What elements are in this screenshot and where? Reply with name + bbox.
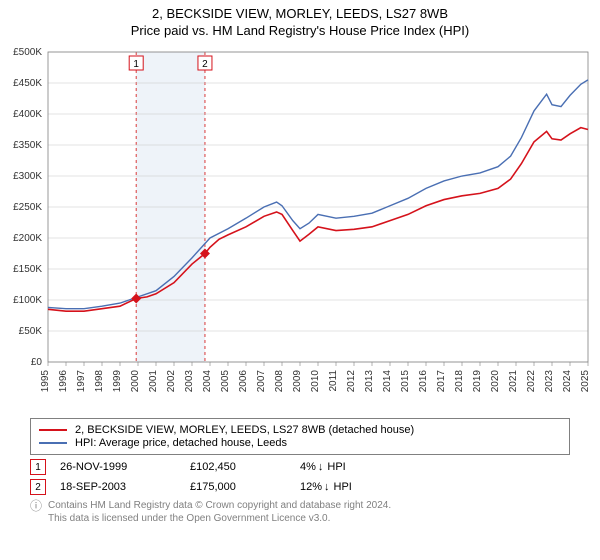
svg-text:2006: 2006 xyxy=(238,370,249,393)
sale-marker-icon: 2 xyxy=(30,479,46,495)
legend-label: HPI: Average price, detached house, Leed… xyxy=(75,437,287,449)
svg-text:2000: 2000 xyxy=(130,370,141,393)
legend-swatch xyxy=(39,442,67,444)
legend-box: 2, BECKSIDE VIEW, MORLEY, LEEDS, LS27 8W… xyxy=(30,418,570,455)
svg-text:2: 2 xyxy=(202,59,208,70)
svg-text:2011: 2011 xyxy=(328,370,339,392)
svg-text:2005: 2005 xyxy=(220,370,231,393)
svg-text:£0: £0 xyxy=(31,357,43,368)
sale-marker-icon: 1 xyxy=(30,459,46,475)
sale-diff: 12%↓HPI xyxy=(300,481,352,493)
svg-text:2001: 2001 xyxy=(148,370,159,393)
svg-text:2025: 2025 xyxy=(580,370,591,393)
svg-text:2012: 2012 xyxy=(346,370,357,393)
chart-title: 2, BECKSIDE VIEW, MORLEY, LEEDS, LS27 8W… xyxy=(0,6,600,21)
svg-text:2007: 2007 xyxy=(256,370,267,393)
svg-text:2002: 2002 xyxy=(166,370,177,393)
svg-text:1998: 1998 xyxy=(94,370,105,393)
arrow-down-icon: ↓ xyxy=(318,461,324,473)
sale-table: 1 26-NOV-1999£102,4504%↓HPI 2 18-SEP-2003£1… xyxy=(30,459,570,495)
svg-text:2015: 2015 xyxy=(400,370,411,393)
svg-text:2013: 2013 xyxy=(364,370,375,393)
legend-swatch xyxy=(39,429,67,431)
svg-text:2004: 2004 xyxy=(202,370,213,393)
svg-text:£400K: £400K xyxy=(13,109,42,120)
svg-text:2016: 2016 xyxy=(418,370,429,393)
sale-date: 26-NOV-1999 xyxy=(60,461,190,473)
sale-date: 18-SEP-2003 xyxy=(60,481,190,493)
svg-text:2009: 2009 xyxy=(292,370,303,393)
sale-row: 2 18-SEP-2003£175,00012%↓HPI xyxy=(30,479,570,495)
svg-text:£500K: £500K xyxy=(13,47,42,58)
legend-item: HPI: Average price, detached house, Leed… xyxy=(39,437,561,449)
svg-text:£300K: £300K xyxy=(13,171,42,182)
svg-text:1999: 1999 xyxy=(112,370,123,393)
svg-text:2023: 2023 xyxy=(544,370,555,393)
svg-text:1995: 1995 xyxy=(40,370,51,393)
chart-subtitle: Price paid vs. HM Land Registry's House … xyxy=(0,23,600,38)
svg-text:£150K: £150K xyxy=(13,264,42,275)
footer-line2: This data is licensed under the Open Gov… xyxy=(48,512,391,525)
svg-text:1996: 1996 xyxy=(58,370,69,393)
arrow-down-icon: ↓ xyxy=(324,481,330,493)
svg-text:2014: 2014 xyxy=(382,370,393,393)
svg-text:2003: 2003 xyxy=(184,370,195,393)
svg-text:1: 1 xyxy=(133,59,139,70)
svg-text:2020: 2020 xyxy=(490,370,501,393)
chart-container: 2, BECKSIDE VIEW, MORLEY, LEEDS, LS27 8W… xyxy=(0,6,600,525)
sale-price: £175,000 xyxy=(190,481,300,493)
sale-diff: 4%↓HPI xyxy=(300,461,346,473)
svg-text:£250K: £250K xyxy=(13,202,42,213)
legend-item: 2, BECKSIDE VIEW, MORLEY, LEEDS, LS27 8W… xyxy=(39,424,561,436)
footer-line1: Contains HM Land Registry data © Crown c… xyxy=(48,499,391,512)
svg-text:1997: 1997 xyxy=(76,370,87,393)
svg-text:£450K: £450K xyxy=(13,78,42,89)
svg-text:2021: 2021 xyxy=(508,370,519,393)
footer-attribution: ⓘ Contains HM Land Registry data © Crown… xyxy=(30,499,570,525)
svg-text:2008: 2008 xyxy=(274,370,285,393)
svg-text:2010: 2010 xyxy=(310,370,321,393)
sale-row: 1 26-NOV-1999£102,4504%↓HPI xyxy=(30,459,570,475)
svg-text:2017: 2017 xyxy=(436,370,447,393)
legend-label: 2, BECKSIDE VIEW, MORLEY, LEEDS, LS27 8W… xyxy=(75,424,414,436)
svg-text:2018: 2018 xyxy=(454,370,465,393)
svg-text:£350K: £350K xyxy=(13,140,42,151)
svg-text:£50K: £50K xyxy=(19,326,43,337)
sale-price: £102,450 xyxy=(190,461,300,473)
svg-text:2019: 2019 xyxy=(472,370,483,393)
svg-text:2022: 2022 xyxy=(526,370,537,393)
info-icon: ⓘ xyxy=(30,499,44,515)
svg-text:£100K: £100K xyxy=(13,295,42,306)
svg-text:2024: 2024 xyxy=(562,370,573,393)
line-chart: £0 £50K £100K £150K £200K £250K £300K £350K £400… xyxy=(0,42,600,412)
svg-text:£200K: £200K xyxy=(13,233,42,244)
